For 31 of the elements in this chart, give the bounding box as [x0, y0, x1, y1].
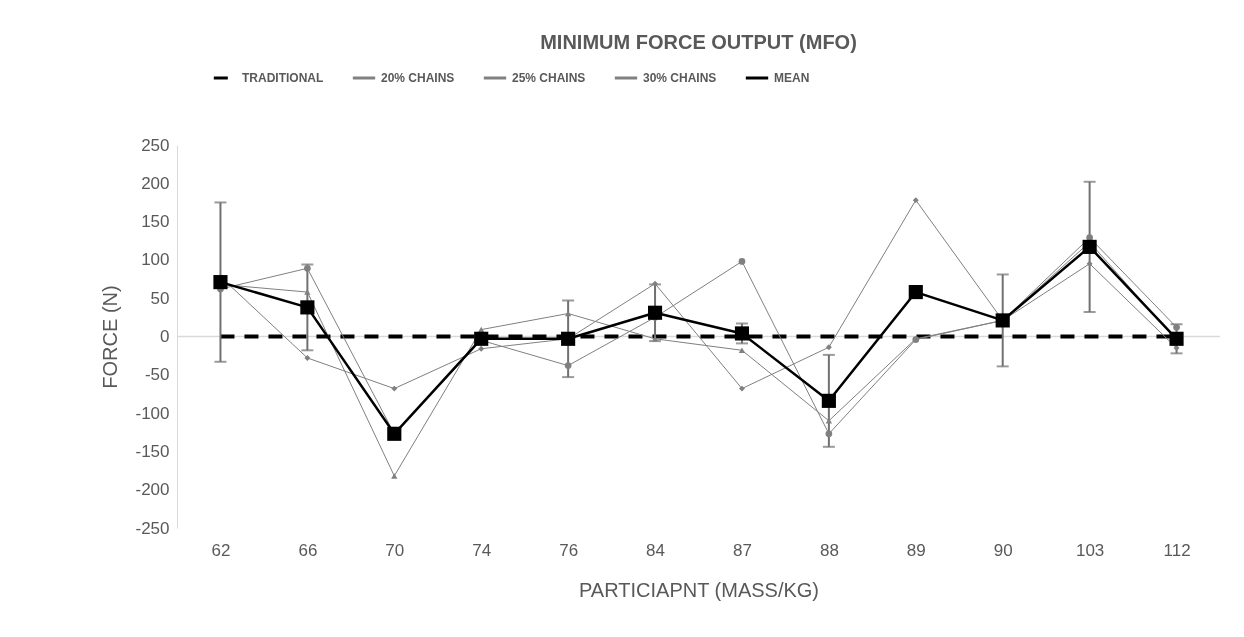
y-tick-label: -250: [135, 518, 170, 538]
x-tick-label: 70: [385, 540, 405, 560]
chart-title: MINIMUM FORCE OUTPUT (MFO): [540, 31, 857, 53]
y-tick-label: 50: [150, 288, 170, 308]
legend-label: 20% CHAINS: [381, 71, 455, 85]
y-tick-label: 0: [160, 327, 170, 346]
x-tick-label: 87: [733, 540, 752, 560]
y-tick-label: 100: [141, 250, 170, 270]
x-tick-label: 103: [1075, 540, 1105, 560]
y-tick-label: 250: [141, 135, 170, 155]
x-tick-label: 76: [559, 540, 579, 560]
legend-label: TRADITIONAL: [242, 71, 324, 85]
x-tick-label: 88: [819, 540, 839, 560]
y-tick-label: -50: [144, 365, 170, 385]
x-tick-label: 62: [211, 540, 231, 560]
legend-label: 25% CHAINS: [512, 71, 586, 85]
x-axis-title: PARTICIAPNT (MASS/KG): [578, 578, 820, 601]
y-tick-label: -100: [135, 403, 170, 423]
legend-label: MEAN: [774, 71, 810, 85]
x-tick-label: 90: [993, 540, 1013, 560]
x-tick-label: 84: [646, 540, 665, 560]
y-tick-label: -150: [135, 441, 170, 461]
y-tick-label: 150: [141, 212, 170, 232]
y-axis-title: FORCE (N): [99, 285, 122, 389]
y-tick-label: 200: [141, 173, 170, 193]
x-tick-label: 89: [906, 540, 926, 560]
legend-label: 30% CHAINS: [643, 71, 717, 85]
x-tick-label: 66: [298, 540, 318, 560]
x-tick-label: 112: [1163, 540, 1191, 560]
y-tick-label: -200: [135, 480, 170, 500]
x-tick-label: 74: [472, 540, 492, 560]
